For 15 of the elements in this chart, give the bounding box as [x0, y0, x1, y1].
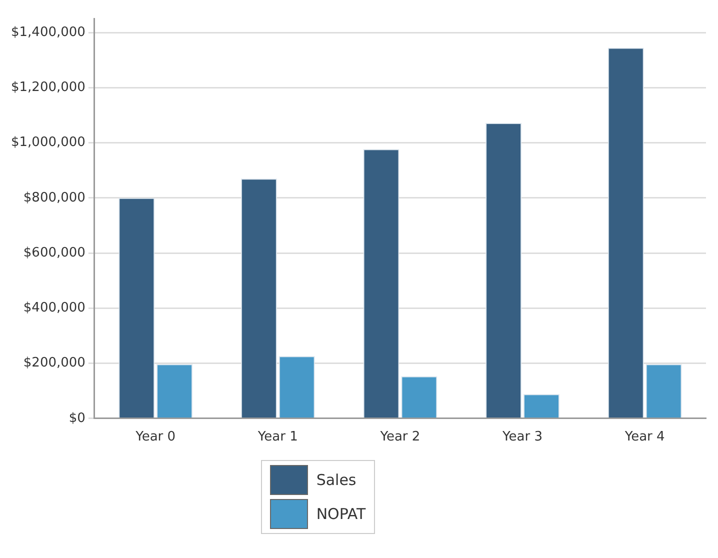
y-tick-label: $200,000 — [23, 356, 86, 371]
x-tick-label: Year 2 — [379, 430, 420, 445]
legend-label: NOPAT — [316, 505, 366, 523]
y-tick-label: $600,000 — [23, 245, 86, 260]
y-tick-label: $0 — [68, 410, 86, 426]
x-tick-label: Year 3 — [502, 430, 542, 445]
x-tick-label: Year 4 — [624, 430, 665, 445]
y-tick-label: $400,000 — [23, 300, 86, 316]
x-tick-label: Year 0 — [134, 430, 176, 445]
y-tick-label: $1,000,000 — [10, 135, 86, 150]
y-tick-label: $1,400,000 — [10, 24, 86, 40]
x-tick-label: Year 1 — [256, 430, 298, 445]
y-tick-label: $1,200,000 — [10, 80, 86, 96]
legend-label: Sales — [316, 471, 356, 489]
y-tick-label: $800,000 — [23, 190, 86, 206]
